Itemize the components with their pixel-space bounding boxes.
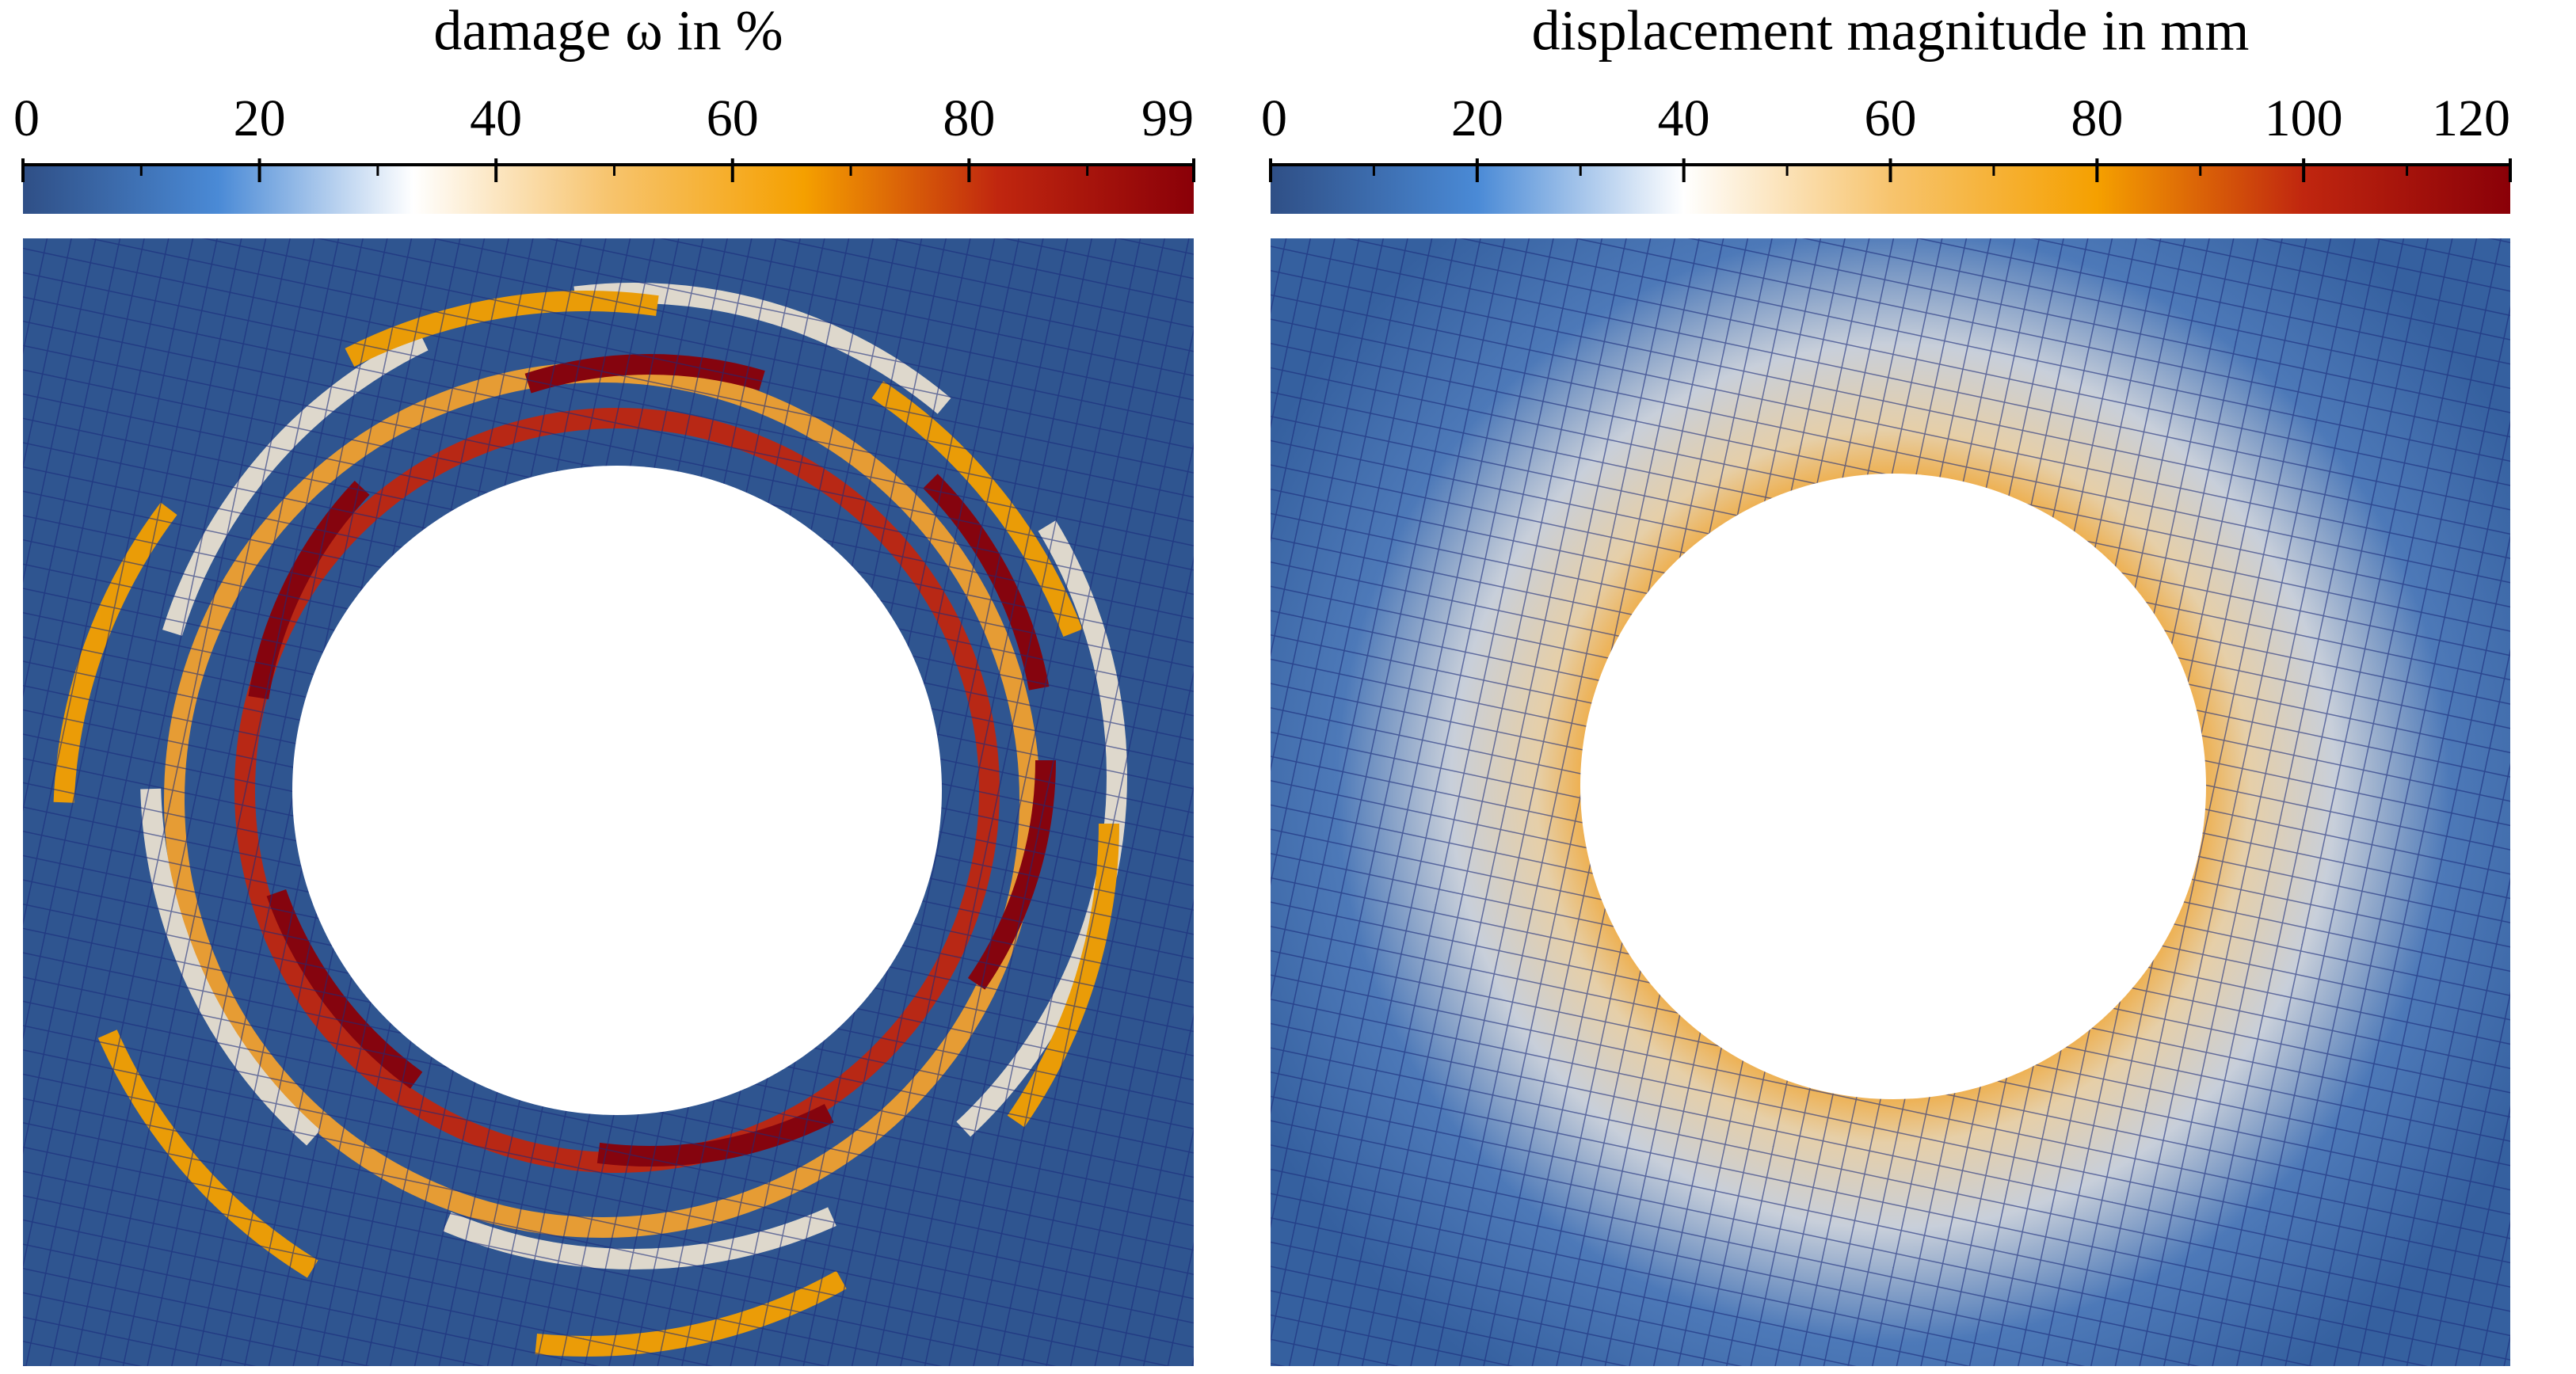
tick-label: 120 xyxy=(2432,89,2510,147)
tick-label: 100 xyxy=(2265,89,2343,147)
displacement-field xyxy=(1271,238,2510,1366)
colorbar-title: displacement magnitude in mm xyxy=(1532,0,2250,63)
tick-label: 99 xyxy=(1141,89,1194,147)
tick-label: 0 xyxy=(1261,89,1287,147)
colorbar-title: damage ω in % xyxy=(433,0,783,63)
tick-label: 20 xyxy=(234,89,286,147)
tick-label: 60 xyxy=(1865,89,1917,147)
tick-label: 20 xyxy=(1451,89,1503,147)
tick-label: 80 xyxy=(943,89,995,147)
damage-field xyxy=(23,238,1194,1366)
colorbar xyxy=(23,165,1194,214)
tick-label: 40 xyxy=(1658,89,1710,147)
tick-label: 40 xyxy=(470,89,522,147)
tick-label: 0 xyxy=(13,89,40,147)
tick-label: 80 xyxy=(2071,89,2123,147)
tick-label: 60 xyxy=(707,89,759,147)
